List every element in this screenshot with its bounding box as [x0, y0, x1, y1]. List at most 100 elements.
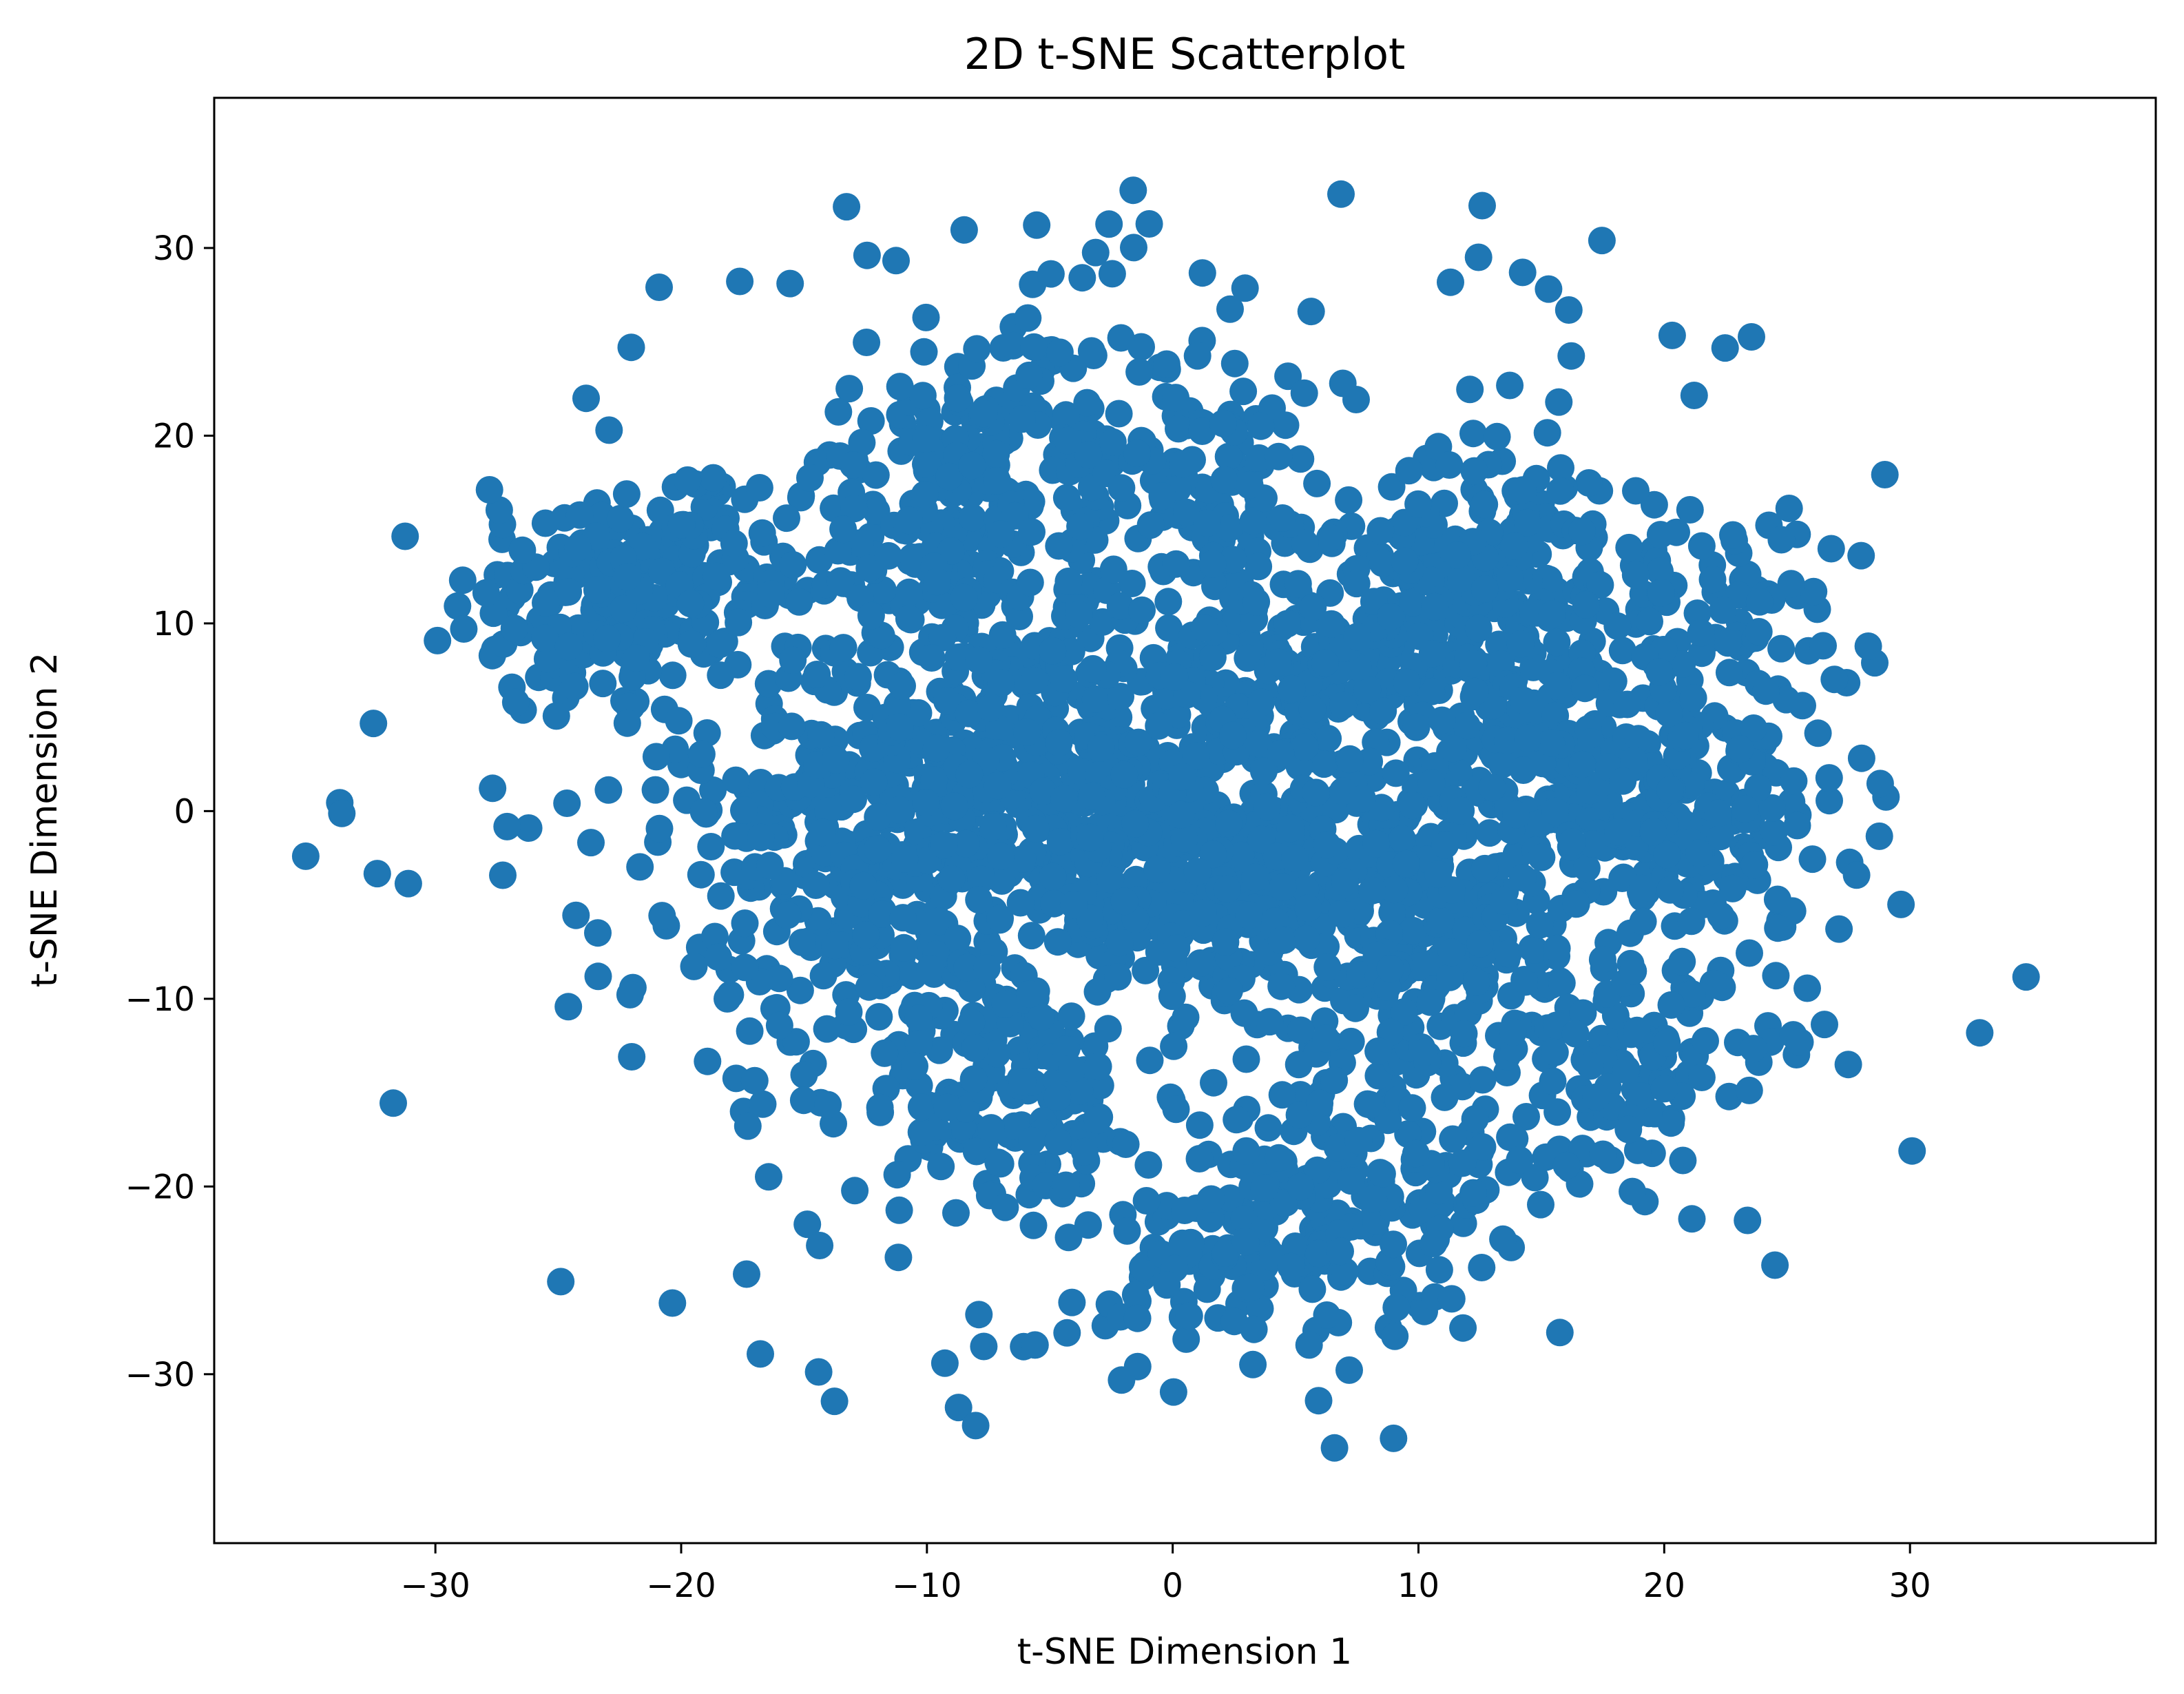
- scatter-point: [940, 792, 968, 820]
- scatter-point: [942, 1199, 970, 1227]
- scatter-point: [1311, 649, 1339, 677]
- x-tick-label: 0: [1162, 1567, 1183, 1605]
- scatter-point: [1623, 1016, 1651, 1044]
- scatter-point: [1740, 714, 1768, 742]
- scatter-point: [1366, 517, 1395, 545]
- scatter-point: [1281, 1232, 1309, 1260]
- scatter-point: [1070, 1137, 1099, 1166]
- scatter-point: [1589, 1140, 1617, 1168]
- scatter-point: [722, 766, 750, 794]
- scatter-point: [1081, 238, 1110, 267]
- scatter-point: [1065, 1077, 1094, 1105]
- scatter-point: [1167, 800, 1194, 829]
- scatter-point: [1358, 876, 1386, 905]
- scatter-point: [1216, 295, 1244, 323]
- scatter-point: [1298, 1275, 1327, 1303]
- scatter-point: [1247, 688, 1276, 716]
- scatter-point: [1678, 980, 1706, 1008]
- scatter-point: [1734, 560, 1762, 588]
- scatter-point: [1065, 601, 1093, 628]
- scatter-point: [1254, 1114, 1282, 1142]
- scatter-point: [707, 661, 735, 690]
- scatter-point: [788, 929, 816, 956]
- y-tick-label: 30: [153, 229, 195, 268]
- scatter-point: [1496, 565, 1524, 592]
- scatter-point: [1159, 1378, 1187, 1406]
- scatter-point: [747, 1340, 774, 1368]
- scatter-point: [1719, 521, 1747, 549]
- scatter-point: [444, 592, 472, 620]
- scatter-point: [1390, 998, 1418, 1026]
- scatter-point: [699, 776, 727, 804]
- scatter-point: [755, 1163, 782, 1191]
- scatter-point: [1809, 632, 1837, 660]
- scatter-point: [1162, 550, 1190, 578]
- scatter-point: [1058, 1055, 1085, 1082]
- scatter-point: [1291, 733, 1319, 761]
- scatter-point: [1847, 744, 1875, 772]
- scatter-point: [360, 710, 388, 738]
- scatter-point: [532, 589, 559, 617]
- scatter-point: [1760, 818, 1788, 846]
- scatter-point: [584, 919, 612, 947]
- scatter-point: [875, 541, 903, 570]
- scatter-point: [926, 907, 954, 936]
- scatter-point: [885, 796, 913, 824]
- scatter-point: [1027, 1003, 1055, 1031]
- scatter-point: [1249, 757, 1278, 785]
- scatter-point: [1865, 822, 1893, 850]
- scatter-point: [1510, 686, 1538, 714]
- scatter-point: [778, 712, 806, 741]
- scatter-point: [1369, 697, 1397, 725]
- scatter-point: [1039, 863, 1067, 891]
- scatter-point: [1337, 1167, 1365, 1195]
- scatter-point: [1172, 1003, 1200, 1031]
- scatter-point: [1402, 713, 1431, 741]
- scatter-point: [648, 902, 676, 930]
- scatter-point: [1609, 767, 1637, 795]
- scatter-point: [1298, 695, 1327, 723]
- scatter-point: [1099, 428, 1127, 456]
- scatter-point: [804, 1358, 833, 1386]
- scatter-point: [475, 476, 503, 504]
- scatter-point: [1193, 1275, 1221, 1303]
- scatter-point: [1123, 1304, 1152, 1332]
- scatter-point: [1627, 1082, 1655, 1111]
- scatter-point: [1294, 894, 1322, 922]
- scatter-point: [1188, 417, 1216, 445]
- scatter-point: [1453, 712, 1481, 740]
- scatter-point: [1692, 1027, 1719, 1055]
- scatter-point: [961, 1034, 989, 1062]
- scatter-point: [789, 1086, 818, 1115]
- scatter-point: [1619, 1177, 1647, 1206]
- scatter-point: [1494, 940, 1522, 968]
- scatter-point: [1499, 1018, 1527, 1046]
- scatter-point: [1687, 619, 1715, 647]
- scatter-point: [1329, 691, 1358, 719]
- scatter-point: [1887, 890, 1915, 918]
- scatter-point: [840, 495, 869, 523]
- scatter-point: [1074, 441, 1103, 469]
- scatter-point: [1656, 776, 1684, 804]
- scatter-point: [593, 624, 621, 652]
- scatter-point: [1210, 466, 1238, 494]
- scatter-point: [1447, 796, 1475, 825]
- scatter-point: [1816, 787, 1843, 815]
- scatter-point: [886, 373, 914, 401]
- scatter-point: [1050, 665, 1078, 693]
- scatter-point: [1464, 243, 1493, 271]
- scatter-point: [930, 1349, 959, 1377]
- scatter-point: [1817, 535, 1845, 563]
- scatter-point: [982, 440, 1010, 468]
- scatter-point: [1382, 1294, 1411, 1321]
- scatter-point: [725, 608, 753, 637]
- scatter-point: [1657, 1109, 1685, 1137]
- scatter-point: [1656, 876, 1685, 904]
- scatter-point: [977, 694, 1005, 722]
- scatter-point: [821, 931, 849, 960]
- scatter-point: [807, 721, 835, 749]
- scatter-point: [1327, 900, 1355, 928]
- x-tick-label: −20: [646, 1567, 716, 1605]
- scatter-point: [1647, 579, 1675, 607]
- scatter-point: [714, 984, 741, 1013]
